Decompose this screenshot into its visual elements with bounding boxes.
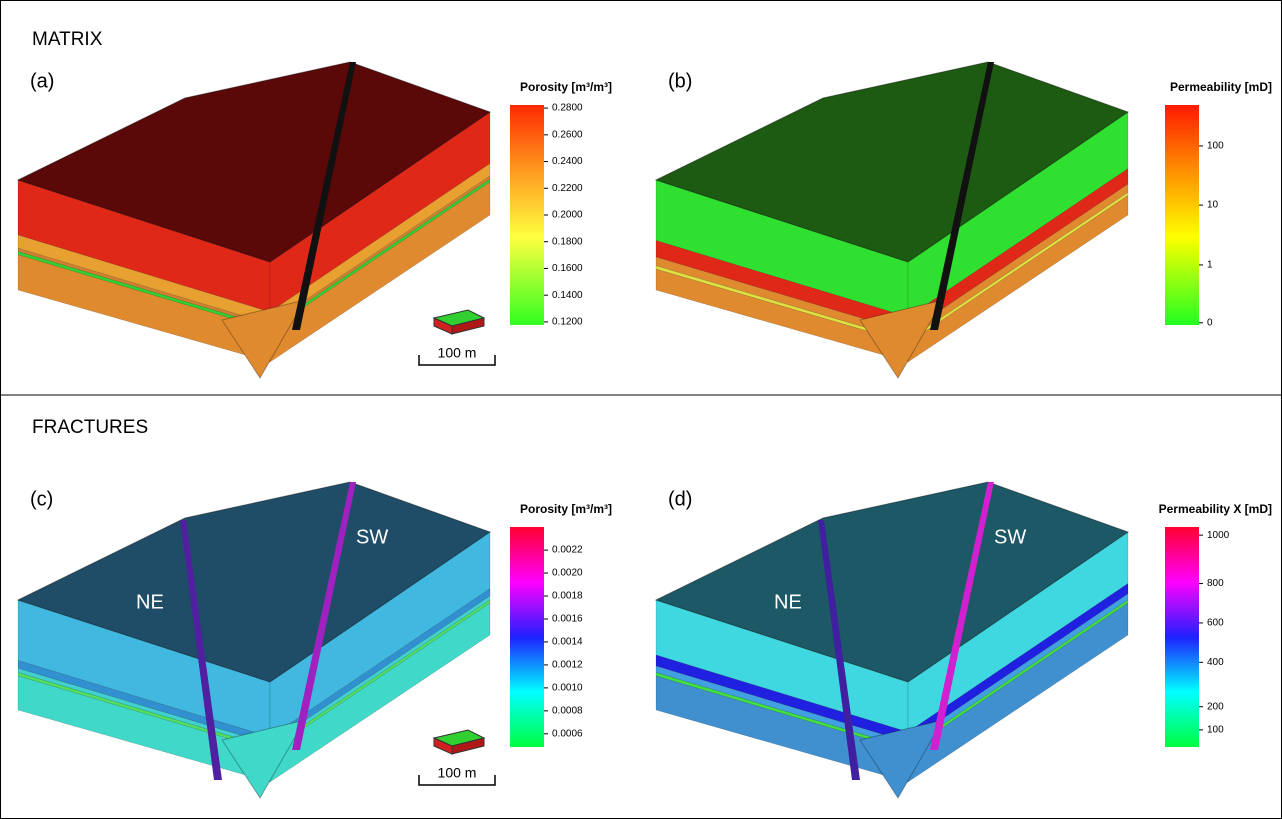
annotation: SW <box>994 526 1026 548</box>
panel-label: (a) <box>30 70 54 92</box>
colorbar-tick-label: 10 <box>1207 200 1219 211</box>
colorbar-tick-label: 0.1600 <box>552 263 583 274</box>
figure: MATRIX (a) Porosity [m³/m³] 0.2800 0.2600 0.2… <box>0 0 1282 819</box>
scale-bar-label: 100 m <box>438 345 477 361</box>
colorbar-tick-label: 0.1200 <box>552 317 583 328</box>
colorbar-title: Permeability X [mD] <box>1159 502 1272 516</box>
colorbar-tick-label: 0.2200 <box>552 183 583 194</box>
colorbar-tick-label: 600 <box>1207 618 1224 629</box>
colorbar-tick-label: 200 <box>1207 701 1224 712</box>
panel-label: (c) <box>30 488 53 510</box>
section-title: MATRIX <box>32 29 103 50</box>
colorbar-tick-label: 100 <box>1207 724 1224 735</box>
colorbar-tick-label: 0 <box>1207 317 1213 328</box>
colorbar-tick-label: 0.0018 <box>552 591 583 602</box>
colorbar-tick-label: 0.0010 <box>552 683 583 694</box>
colorbar-tick-label: 1 <box>1207 260 1213 271</box>
colorbar <box>1165 105 1199 325</box>
panel-label: (d) <box>668 488 692 510</box>
colorbar-title: Porosity [m³/m³] <box>520 502 612 516</box>
colorbar-tick-label: 0.0016 <box>552 614 583 625</box>
colorbar-tick-label: 0.1400 <box>552 290 583 301</box>
colorbar-tick-label: 1000 <box>1207 530 1230 541</box>
panel-label: (b) <box>668 70 692 92</box>
scale-bar-label: 100 m <box>438 765 477 781</box>
colorbar-tick-label: 0.0006 <box>552 728 583 739</box>
colorbar-tick-label: 0.0014 <box>552 637 583 648</box>
annotation: SW <box>356 526 388 548</box>
colorbar-tick-label: 0.0022 <box>552 545 583 556</box>
colorbar-tick-label: 0.2600 <box>552 129 583 140</box>
colorbar-tick-label: 0.2800 <box>552 103 583 114</box>
colorbar-tick-label: 0.0008 <box>552 705 583 716</box>
colorbar-title: Permeability [mD] <box>1170 80 1272 94</box>
colorbar-tick-label: 0.0020 <box>552 568 583 579</box>
colorbar-tick-label: 400 <box>1207 657 1224 668</box>
colorbar-title: Porosity [m³/m³] <box>520 80 612 94</box>
colorbar <box>510 527 544 747</box>
annotation: NE <box>136 591 164 613</box>
colorbar-tick-label: 0.0012 <box>552 660 583 671</box>
colorbar <box>510 105 544 325</box>
colorbar-tick-label: 0.2400 <box>552 156 583 167</box>
colorbar-tick-label: 100 <box>1207 141 1224 152</box>
colorbar-tick-label: 0.2000 <box>552 210 583 221</box>
annotation: NE <box>774 591 802 613</box>
colorbar-tick-label: 800 <box>1207 578 1224 589</box>
colorbar <box>1165 527 1199 747</box>
section-title: FRACTURES <box>32 417 148 438</box>
colorbar-tick-label: 0.1800 <box>552 236 583 247</box>
